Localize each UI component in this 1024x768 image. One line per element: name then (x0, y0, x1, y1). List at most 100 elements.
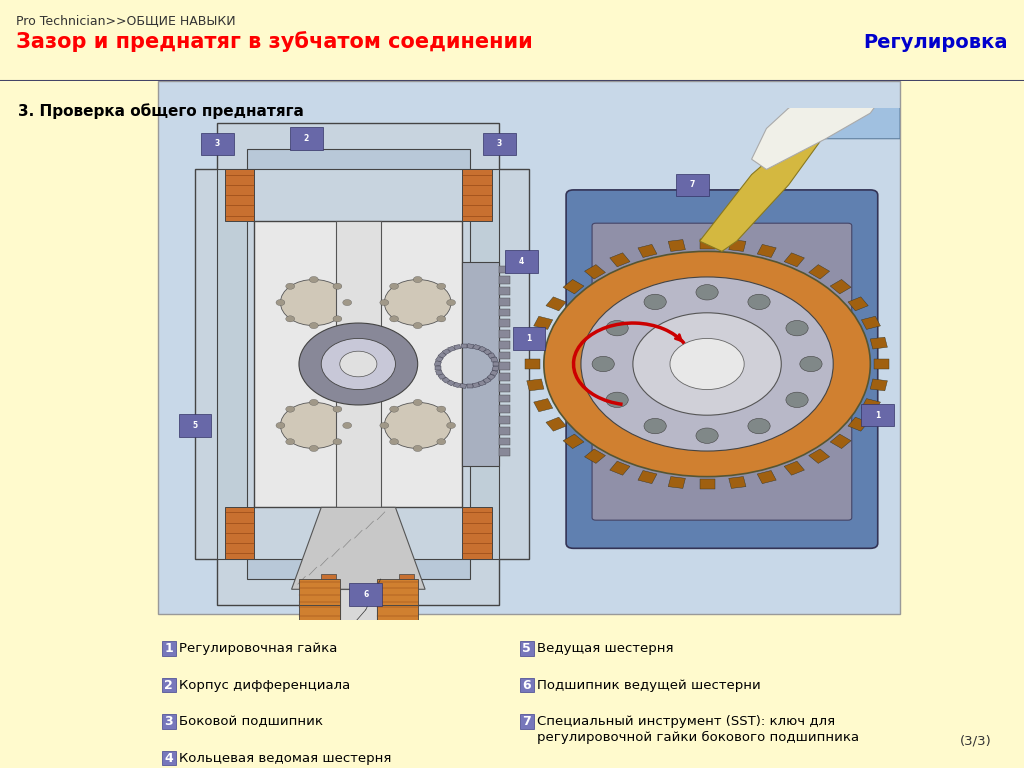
Bar (534, 399, 553, 412)
Bar (493, 362, 499, 366)
Bar (669, 477, 685, 488)
Text: Подшипник ведущей шестерни: Подшипник ведущей шестерни (537, 679, 761, 692)
Text: Регулировочная гайка: Регулировочная гайка (179, 642, 337, 655)
FancyBboxPatch shape (592, 223, 852, 520)
Circle shape (592, 356, 614, 372)
Text: 6: 6 (364, 590, 369, 599)
Circle shape (390, 406, 398, 412)
Text: 5: 5 (522, 642, 530, 655)
Bar (290, 127, 323, 150)
Bar (254, 220, 462, 508)
Bar (784, 253, 805, 266)
Text: 4: 4 (519, 257, 524, 266)
Bar (500, 416, 510, 424)
Text: 4: 4 (164, 752, 173, 765)
Text: 6: 6 (522, 679, 530, 692)
Circle shape (384, 402, 452, 449)
Text: 5: 5 (193, 421, 198, 430)
Circle shape (286, 406, 295, 412)
Circle shape (333, 283, 342, 290)
FancyBboxPatch shape (519, 714, 534, 729)
Circle shape (785, 392, 808, 408)
Bar (490, 357, 498, 362)
Bar (483, 349, 492, 355)
Circle shape (340, 351, 377, 377)
Circle shape (748, 419, 770, 434)
Text: 3: 3 (164, 715, 173, 728)
Bar (500, 352, 510, 359)
Bar (438, 374, 445, 379)
Circle shape (390, 316, 398, 322)
Circle shape (414, 323, 422, 329)
Bar (487, 374, 496, 379)
FancyBboxPatch shape (519, 678, 534, 693)
Circle shape (309, 323, 318, 329)
Bar (500, 330, 510, 338)
Circle shape (281, 402, 347, 449)
Bar (447, 346, 456, 352)
Text: (3/3): (3/3) (961, 734, 992, 747)
Circle shape (437, 316, 445, 322)
Circle shape (390, 283, 398, 290)
Bar (500, 309, 510, 316)
Bar (534, 316, 553, 329)
Text: Зазор и преднатяг в зубчатом соединении: Зазор и преднатяг в зубчатом соединении (16, 31, 534, 52)
Bar (784, 462, 805, 475)
Text: 2: 2 (164, 679, 173, 692)
Polygon shape (299, 579, 340, 604)
Polygon shape (269, 646, 447, 661)
Bar (500, 266, 510, 273)
Bar (467, 343, 474, 349)
Bar (462, 262, 500, 466)
Bar (861, 404, 894, 426)
Polygon shape (247, 558, 470, 579)
Bar (500, 395, 510, 402)
Bar (434, 361, 441, 366)
Bar (460, 383, 467, 389)
Text: 3: 3 (497, 139, 502, 148)
Bar (446, 380, 455, 386)
Bar (861, 316, 881, 329)
Circle shape (800, 356, 822, 372)
Bar (442, 349, 451, 355)
Bar (467, 384, 473, 388)
Bar (809, 449, 829, 463)
Text: Регулировка: Регулировка (863, 34, 1008, 52)
Circle shape (390, 439, 398, 445)
Circle shape (437, 283, 445, 290)
Bar (478, 380, 485, 386)
Circle shape (446, 422, 456, 429)
Bar (336, 220, 381, 508)
Polygon shape (462, 508, 492, 558)
Bar (500, 362, 510, 370)
Bar (487, 353, 496, 359)
Circle shape (581, 277, 834, 451)
Text: 1: 1 (164, 642, 173, 655)
Bar (874, 359, 889, 369)
Polygon shape (752, 82, 885, 170)
FancyBboxPatch shape (519, 641, 534, 656)
Circle shape (333, 439, 342, 445)
Circle shape (644, 419, 667, 434)
Circle shape (748, 294, 770, 310)
Polygon shape (292, 508, 425, 589)
Bar (830, 434, 851, 449)
Text: 3: 3 (215, 139, 220, 148)
Polygon shape (377, 579, 418, 604)
Circle shape (670, 339, 744, 389)
Text: Специальный инструмент (SST): ключ для: Специальный инструмент (SST): ключ для (537, 715, 836, 728)
Circle shape (437, 406, 445, 412)
Circle shape (414, 399, 422, 406)
Polygon shape (699, 124, 825, 251)
Text: Боковой подшипник: Боковой подшипник (179, 715, 323, 728)
Bar (513, 327, 546, 349)
Bar (492, 366, 499, 371)
Bar (340, 589, 377, 646)
Circle shape (696, 428, 718, 443)
Circle shape (343, 300, 351, 306)
Polygon shape (196, 124, 529, 604)
Bar (500, 341, 510, 349)
Text: Ведущая шестерня: Ведущая шестерня (537, 642, 674, 655)
FancyBboxPatch shape (566, 190, 878, 548)
Bar (563, 280, 584, 294)
